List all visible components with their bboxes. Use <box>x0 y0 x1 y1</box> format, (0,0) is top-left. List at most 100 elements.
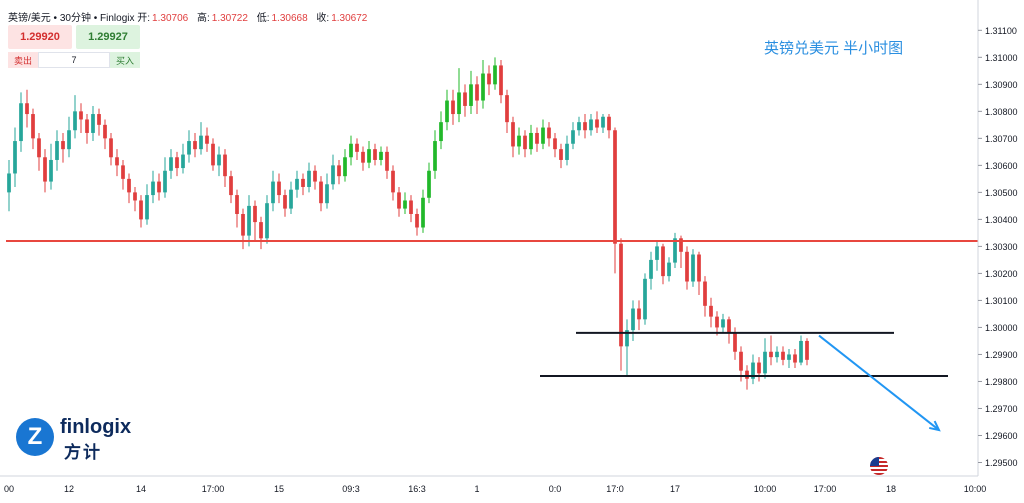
candle <box>115 149 119 177</box>
y-tick-label: 1.30800 <box>985 107 1018 117</box>
low-value: 1.30668 <box>271 13 308 24</box>
candle-body <box>475 84 479 101</box>
x-tick-label: 00 <box>4 484 14 494</box>
x-tick-label: 10:00 <box>754 484 777 494</box>
candle <box>301 173 305 196</box>
candle <box>673 232 677 269</box>
candle <box>259 216 263 250</box>
candle <box>475 76 479 115</box>
sell-price-button[interactable]: 1.29920 <box>8 25 72 49</box>
candle <box>13 127 17 187</box>
candle <box>121 159 125 190</box>
candle-body <box>511 122 515 147</box>
candle <box>781 346 785 366</box>
candle-body <box>253 205 257 223</box>
x-tick-label: 09:3 <box>342 484 360 494</box>
x-tick-label: 17 <box>670 484 680 494</box>
candle <box>79 103 83 133</box>
candle-body <box>223 154 227 177</box>
candle <box>241 208 245 250</box>
candle-body <box>67 130 71 150</box>
candle <box>181 143 185 174</box>
candle <box>31 108 35 150</box>
candle <box>229 170 233 204</box>
candle-body <box>787 354 791 360</box>
candle-body <box>505 95 509 123</box>
candle-body <box>181 154 185 169</box>
candle-body <box>85 119 89 133</box>
candle-body <box>775 351 779 358</box>
candle-body <box>739 351 743 371</box>
open-value: 1.30706 <box>152 13 189 24</box>
candle <box>97 108 101 136</box>
candle-body <box>229 176 233 196</box>
candle <box>493 57 497 90</box>
candle-body <box>361 151 365 163</box>
candle-body <box>241 213 245 236</box>
us-flag-icon[interactable] <box>870 457 888 475</box>
candle-body <box>427 170 431 198</box>
candle-body <box>31 114 35 139</box>
candle <box>691 249 695 287</box>
candle <box>85 114 89 144</box>
candle <box>451 89 455 125</box>
symbol-label: 英镑/美元 • 30分钟 • Finlogix <box>8 13 135 24</box>
candle <box>55 130 59 171</box>
candle-body <box>799 340 803 363</box>
candle <box>517 127 521 155</box>
candle <box>655 241 659 271</box>
candle-body <box>535 132 539 144</box>
candle <box>505 89 509 133</box>
y-tick-label: 1.29900 <box>985 350 1018 360</box>
candle-body <box>157 181 161 193</box>
x-tick-label: 0:0 <box>549 484 562 494</box>
sell-button[interactable]: 卖出 <box>8 52 38 68</box>
candle <box>757 357 761 382</box>
candle <box>427 162 431 204</box>
candle <box>67 116 71 158</box>
candle-body <box>457 92 461 115</box>
candle-body <box>97 114 101 125</box>
chart-header: 英镑/美元 • 30分钟 • Finlogix 开: 1.30706 高: 1.30… <box>8 9 373 24</box>
candle-body <box>109 138 113 158</box>
y-tick-label: 1.31100 <box>985 26 1017 36</box>
candle-body <box>637 308 641 320</box>
logo-mark-icon: Z <box>16 418 54 456</box>
candle-body <box>517 135 521 147</box>
candle <box>439 111 443 150</box>
candle <box>445 89 449 131</box>
candle <box>727 316 731 344</box>
candle <box>253 200 257 241</box>
candle-body <box>151 181 155 196</box>
candle-body <box>601 116 605 128</box>
x-tick-label: 17:00 <box>202 484 225 494</box>
candle <box>595 111 599 133</box>
candle <box>613 127 617 274</box>
candle-body <box>469 84 473 106</box>
candle <box>73 95 77 139</box>
candle-body <box>745 370 749 379</box>
candle-body <box>313 170 317 182</box>
low-label: 低: <box>256 13 270 24</box>
candle-body <box>337 165 341 177</box>
candle <box>355 138 359 160</box>
candle <box>559 143 563 169</box>
candle <box>685 246 689 290</box>
candle-body <box>547 127 551 139</box>
candle <box>637 300 641 331</box>
candle <box>469 70 473 115</box>
candle <box>577 116 581 136</box>
candle <box>325 173 329 209</box>
y-tick-label: 1.30700 <box>985 134 1018 144</box>
buy-button[interactable]: 买入 <box>110 52 140 68</box>
candle <box>415 208 419 236</box>
candle-body <box>559 149 563 160</box>
candle-body <box>433 141 437 171</box>
buy-price-button[interactable]: 1.29927 <box>76 25 140 49</box>
candle <box>409 195 413 223</box>
quantity-input[interactable]: 7 <box>38 52 110 68</box>
candle <box>235 189 239 228</box>
candle <box>61 132 65 163</box>
candle <box>265 195 269 244</box>
